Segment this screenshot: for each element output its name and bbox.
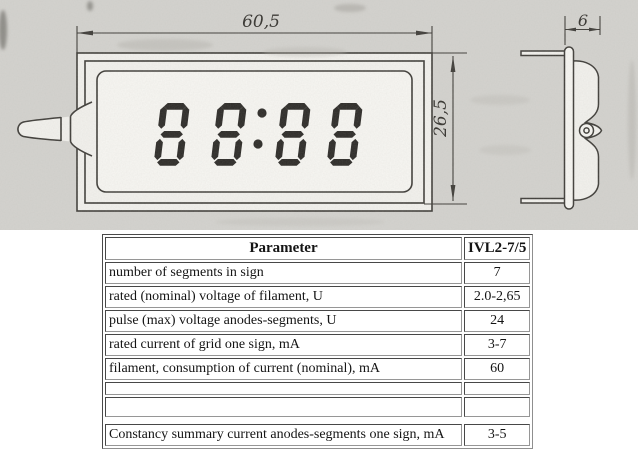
arrowhead: [416, 30, 432, 36]
table-row: rated current of grid one sign, mA 3-7: [105, 334, 531, 356]
param-cell: number of segments in sign: [105, 262, 462, 284]
param-cell: rated (nominal) voltage of filament, U: [105, 286, 462, 308]
dimension-depth: 6: [564, 11, 601, 45]
faceplate-side: [563, 46, 575, 210]
value-cell-empty: [464, 382, 531, 395]
arrowhead: [565, 27, 576, 32]
model-column-header: IVL2-7/5: [464, 237, 531, 260]
param-cell-empty: [105, 397, 462, 417]
front-view: [76, 52, 433, 212]
bottom-lead-pin: [520, 197, 572, 204]
top-lead-pin: [520, 50, 567, 57]
colon-dot: [253, 139, 263, 149]
param-cell-empty: [105, 382, 462, 395]
technical-drawing: 60,5 26,5 6: [0, 0, 638, 231]
value-cell: 60: [464, 358, 531, 380]
value-cell: 24: [464, 310, 531, 332]
table-row: rated (nominal) voltage of filament, U 2…: [105, 286, 531, 308]
value-cell: 3-5: [464, 424, 531, 446]
table-row: Constancy summary current anodes-segment…: [105, 424, 531, 446]
display-face: [96, 70, 413, 193]
value-cell: 7: [464, 262, 531, 284]
dimension-width: 60,5: [76, 12, 433, 53]
param-column-header: Parameter: [105, 237, 462, 260]
table-row: filament, consumption of current (nomina…: [105, 358, 531, 380]
param-cell: rated current of grid one sign, mA: [105, 334, 462, 356]
arrowhead: [77, 30, 93, 36]
table-row: number of segments in sign 7: [105, 262, 531, 284]
table-row-empty: [105, 382, 531, 395]
table-spacer-row: [105, 419, 530, 422]
param-cell: filament, consumption of current (nomina…: [105, 358, 462, 380]
exhaust-seal-center: [583, 127, 590, 134]
value-cell-empty: [464, 397, 531, 417]
table-band: Parameter IVL2-7/5 number of segments in…: [0, 230, 638, 458]
table-row: pulse (max) voltage anodes-segments, U 2…: [105, 310, 531, 332]
table-header-row: Parameter IVL2-7/5: [105, 237, 531, 260]
arrowhead: [450, 185, 456, 201]
dim-width-label: 60,5: [242, 12, 280, 32]
param-cell: pulse (max) voltage anodes-segments, U: [105, 310, 462, 332]
arrowhead: [589, 27, 600, 32]
arrowhead: [450, 56, 456, 72]
side-view: [520, 46, 603, 210]
colon-dot: [257, 108, 267, 118]
dim-depth-label: 6: [578, 11, 588, 30]
parameters-table: Parameter IVL2-7/5 number of segments in…: [102, 234, 534, 449]
exhaust-tip: [17, 101, 93, 157]
value-cell: 3-7: [464, 334, 531, 356]
dim-height-label: 26,5: [431, 99, 451, 138]
value-cell: 2.0-2,65: [464, 286, 531, 308]
param-cell: Constancy summary current anodes-segment…: [105, 424, 462, 446]
table-row-empty: [105, 397, 531, 417]
